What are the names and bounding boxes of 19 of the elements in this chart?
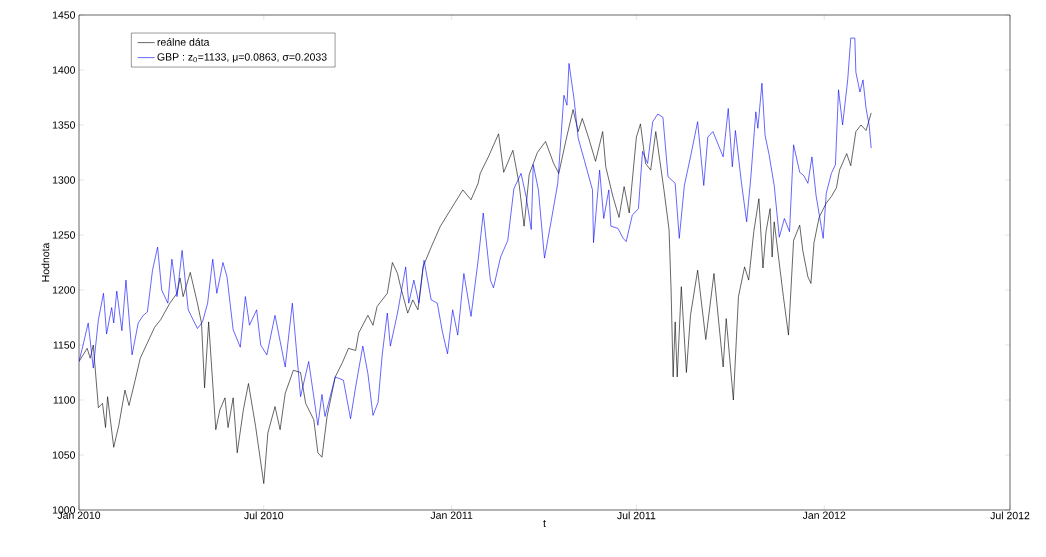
x-axis-title: t (543, 520, 546, 527)
y-tick-label: 1300 (52, 176, 76, 184)
x-tick-label: Jan 2012 (802, 511, 846, 519)
x-tick-label: Jul 2011 (617, 511, 656, 520)
x-tick-label: Jan 2011 (430, 511, 473, 519)
y-tick-label: 1350 (52, 121, 76, 129)
y-tick-label: 1050 (52, 451, 76, 459)
y-axis-title: Hodnota (41, 242, 50, 282)
y-tick-label: 1400 (52, 66, 76, 74)
y-tick-label: 1450 (52, 11, 76, 19)
y-tick-label: 1150 (53, 341, 76, 349)
line-series (79, 37, 872, 426)
legend-label: reálne dáta (157, 38, 210, 46)
y-tick-label: 1100 (53, 396, 76, 404)
legend-label: GBP : z$_{0}$=1133, μ=0.0863, σ=0.2033 (157, 53, 327, 63)
x-tick-label: Jul 2012 (990, 511, 1030, 520)
y-tick-label: 1200 (52, 286, 76, 294)
x-tick-label: Jul 2010 (244, 511, 284, 520)
y-tick-label: 1250 (52, 231, 76, 239)
